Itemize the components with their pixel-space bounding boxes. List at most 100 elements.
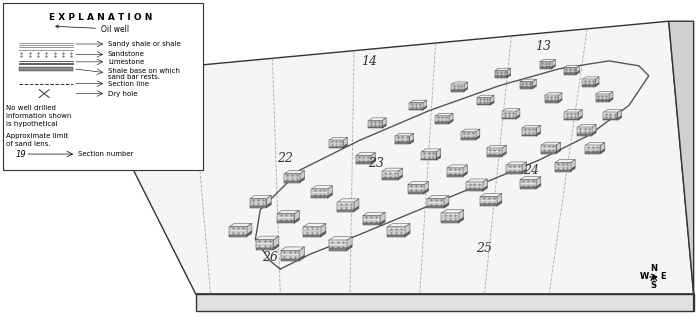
Polygon shape (576, 65, 580, 73)
Polygon shape (300, 178, 304, 182)
Polygon shape (312, 189, 328, 196)
Text: 25: 25 (476, 242, 492, 255)
Polygon shape (421, 152, 436, 158)
Polygon shape (592, 124, 596, 134)
Polygon shape (617, 110, 622, 119)
Polygon shape (303, 235, 321, 237)
Polygon shape (303, 227, 321, 235)
Polygon shape (329, 140, 343, 147)
Polygon shape (522, 134, 536, 136)
Text: Sandstone: Sandstone (108, 52, 145, 57)
Polygon shape (477, 104, 490, 105)
Text: 24: 24 (523, 164, 539, 177)
Polygon shape (250, 206, 266, 208)
Polygon shape (609, 92, 613, 100)
Polygon shape (195, 294, 694, 311)
Polygon shape (592, 131, 596, 136)
Polygon shape (603, 112, 617, 119)
Polygon shape (578, 127, 592, 134)
Polygon shape (564, 119, 578, 120)
Polygon shape (582, 79, 595, 85)
Polygon shape (444, 203, 449, 208)
Polygon shape (343, 144, 347, 148)
Polygon shape (520, 187, 536, 189)
Polygon shape (520, 177, 541, 180)
Polygon shape (368, 118, 386, 121)
Polygon shape (354, 199, 359, 210)
Polygon shape (410, 103, 423, 108)
Polygon shape (582, 85, 595, 87)
Polygon shape (54, 27, 58, 36)
Polygon shape (435, 113, 453, 116)
Polygon shape (382, 178, 398, 180)
Polygon shape (266, 203, 271, 208)
Polygon shape (337, 202, 354, 210)
Polygon shape (564, 68, 576, 73)
Polygon shape (466, 179, 487, 182)
Polygon shape (281, 247, 304, 251)
Polygon shape (250, 195, 271, 199)
Polygon shape (284, 180, 300, 182)
Polygon shape (603, 110, 622, 112)
Text: 22: 22 (277, 152, 293, 165)
Polygon shape (294, 210, 300, 221)
Polygon shape (520, 180, 536, 187)
Polygon shape (495, 71, 507, 76)
Text: 26: 26 (262, 251, 278, 264)
Polygon shape (452, 90, 464, 92)
Polygon shape (281, 259, 299, 261)
Text: E: E (660, 272, 666, 282)
Text: W: W (640, 272, 650, 282)
Polygon shape (447, 168, 463, 175)
Polygon shape (410, 108, 423, 110)
Polygon shape (463, 165, 468, 175)
Polygon shape (449, 113, 453, 122)
Text: Limestone: Limestone (108, 59, 144, 65)
Polygon shape (578, 110, 582, 119)
Polygon shape (564, 112, 578, 119)
Polygon shape (490, 101, 494, 105)
Polygon shape (578, 124, 596, 127)
Polygon shape (582, 77, 599, 79)
Polygon shape (54, 34, 58, 38)
Polygon shape (556, 142, 561, 152)
Polygon shape (328, 240, 346, 248)
Polygon shape (356, 162, 371, 164)
Polygon shape (382, 118, 386, 127)
Polygon shape (585, 152, 601, 154)
Polygon shape (520, 79, 536, 82)
Polygon shape (578, 116, 582, 120)
Polygon shape (300, 171, 304, 180)
Text: Sandy shale or shale: Sandy shale or shale (108, 41, 181, 47)
Text: Section line: Section line (108, 81, 149, 87)
Polygon shape (466, 189, 482, 191)
Polygon shape (284, 174, 300, 180)
Polygon shape (435, 116, 449, 122)
Polygon shape (436, 149, 441, 158)
Polygon shape (256, 236, 279, 240)
Polygon shape (250, 199, 266, 206)
Polygon shape (38, 36, 54, 38)
Polygon shape (423, 100, 426, 108)
Polygon shape (536, 184, 541, 189)
Polygon shape (328, 248, 346, 251)
Polygon shape (480, 197, 497, 204)
Polygon shape (458, 217, 463, 223)
Polygon shape (356, 153, 375, 156)
Polygon shape (380, 212, 385, 223)
Polygon shape (230, 227, 246, 235)
Polygon shape (507, 68, 511, 76)
Polygon shape (516, 109, 520, 117)
Polygon shape (447, 175, 463, 177)
Polygon shape (558, 93, 562, 101)
Polygon shape (303, 223, 326, 227)
Polygon shape (595, 77, 599, 85)
Polygon shape (552, 60, 555, 67)
Text: 14: 14 (361, 55, 377, 68)
Polygon shape (495, 76, 507, 78)
Polygon shape (421, 158, 436, 160)
Text: 19: 19 (15, 149, 26, 158)
Polygon shape (576, 71, 580, 75)
Polygon shape (421, 149, 441, 152)
Polygon shape (477, 98, 490, 104)
